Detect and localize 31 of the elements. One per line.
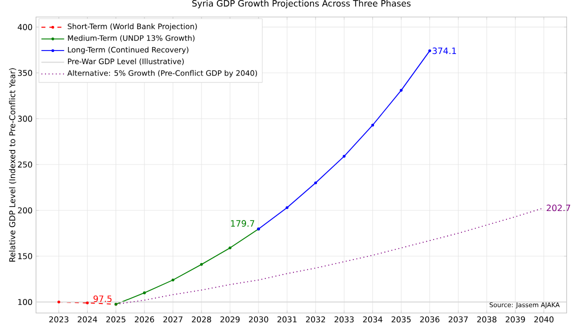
y-tick-label: 350 [18, 70, 32, 76]
annotation: 374.1 [432, 48, 456, 54]
x-tick-label: 2029 [220, 316, 240, 322]
x-tick-label: 2026 [134, 316, 154, 322]
x-tick-label: 2024 [78, 316, 98, 322]
x-tick-label: 2033 [334, 316, 354, 322]
y-axis-title: Relative GDP Level (Indexed to Pre-Conflict Year) [9, 68, 16, 262]
x-tick-label: 2038 [477, 316, 496, 322]
x-tick-label: 2032 [306, 316, 325, 322]
x-tick-label: 2025 [106, 316, 126, 322]
x-tick-label: 2027 [163, 316, 182, 322]
annotation: 202.7 [546, 204, 570, 212]
x-tick-label: 2039 [506, 316, 525, 322]
x-tick-label: 2036 [420, 316, 440, 322]
x-tick-label: 2034 [363, 316, 382, 322]
y-tick-label: 400 [18, 24, 32, 30]
x-tick-label: 2035 [392, 316, 411, 322]
y-tick-label: 150 [18, 253, 32, 260]
x-tick-label: 2028 [192, 316, 212, 322]
x-tick-label: 2030 [248, 316, 268, 322]
y-tick-label: 250 [18, 162, 32, 168]
x-tick-label: 2040 [534, 316, 554, 322]
x-tick-label: 2037 [448, 316, 468, 322]
annotation: 179.7 [231, 220, 254, 227]
y-tick-label: 300 [18, 116, 32, 122]
x-tick-label: 2023 [49, 316, 68, 322]
x-tick-label: 2031 [277, 316, 297, 322]
chart-title: Syria GDP Growth Projections Across Three Phases [192, 0, 411, 8]
annotation: 97.5 [94, 295, 112, 302]
y-tick-label: 100 [18, 298, 32, 306]
y-tick-label: 200 [18, 207, 32, 214]
